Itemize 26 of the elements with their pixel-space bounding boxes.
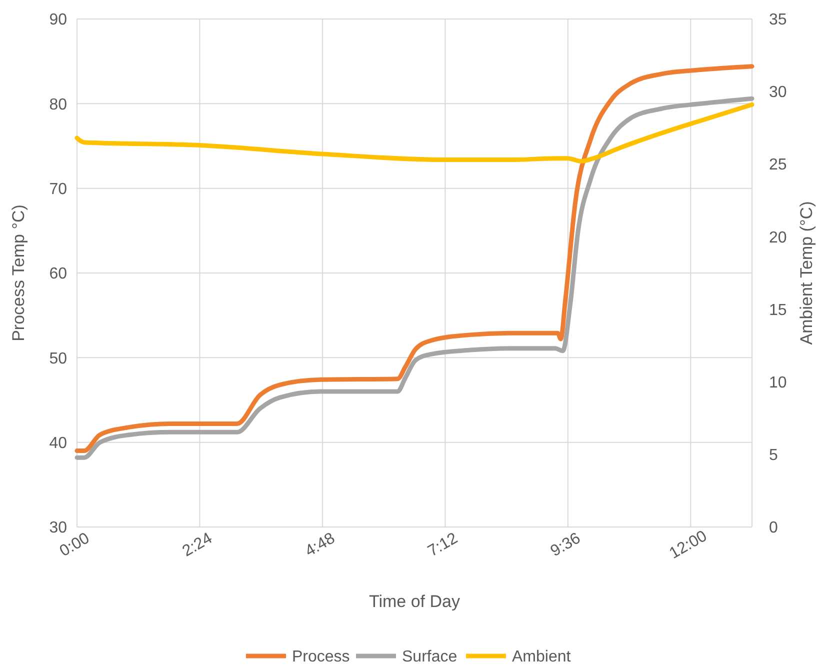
x-tick-label: 7:12 [425,530,461,560]
legend-label: Ambient [512,648,572,666]
x-axis-title: Time of Day [368,592,460,611]
y2-tick-label: 15 [769,302,787,319]
y-axis-title: Process Temp °C) [9,204,28,342]
y-tick-label: 90 [49,12,68,29]
line-series [74,102,754,164]
y-tick-label: 80 [49,96,68,114]
y2-tick-label: 20 [769,229,787,246]
y2-tick-label: 5 [769,447,778,464]
x-tick-label: 9:36 [548,530,584,560]
legend-label: Process [292,648,350,666]
y-tick-label: 50 [49,350,68,368]
legend-label: Surface [402,648,458,666]
x-tick-label: 4:48 [302,530,338,560]
y-tick-label: 40 [49,434,68,452]
y2-axis-title: Ambient Temp (°C) [797,201,816,345]
y-tick-label: 30 [49,520,68,537]
x-tick-label: 2:24 [180,530,216,560]
y-tick-label: 60 [49,266,68,283]
y2-tick-label: 30 [769,84,787,102]
y2-tick-label: 0 [769,520,778,537]
y2-tick-label: 10 [769,374,787,392]
y-tick-label: 70 [49,180,68,198]
y2-tick-label: 35 [769,12,787,29]
y2-tick-label: 25 [769,156,787,174]
